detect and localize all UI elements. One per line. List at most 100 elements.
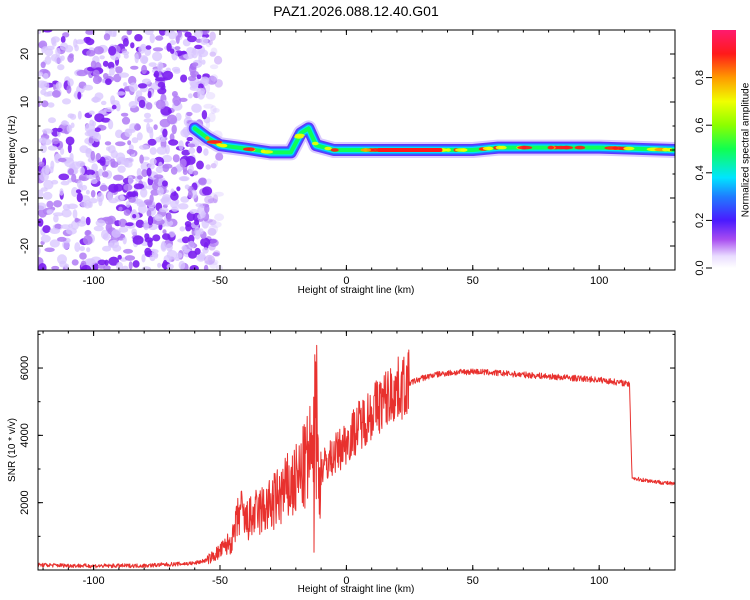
noise-blob	[209, 64, 219, 70]
noise-blob	[110, 161, 119, 168]
noise-blob	[81, 184, 88, 191]
ridge-peak	[376, 148, 443, 152]
noise-blob	[130, 65, 139, 70]
noise-blob	[176, 186, 181, 192]
noise-blob	[197, 83, 204, 89]
colorbar-tick-label: 0.8	[694, 70, 706, 85]
colorbar-tick-label: 0.0	[694, 260, 706, 275]
noise-blob	[204, 260, 215, 266]
noise-blob	[170, 48, 175, 54]
ridge-hotspot	[360, 148, 372, 152]
noise-blob	[127, 175, 134, 185]
noise-blob	[44, 55, 52, 65]
noise-blob	[83, 84, 94, 91]
ridge-hotspot	[460, 148, 467, 152]
noise-blob	[76, 192, 83, 203]
noise-blob	[86, 49, 96, 57]
noise-blob	[105, 78, 112, 85]
noise-blob	[132, 260, 140, 268]
noise-blob	[102, 60, 109, 67]
noise-blob	[166, 212, 172, 222]
noise-blob	[40, 144, 47, 154]
noise-blob	[210, 105, 217, 115]
noise-blob	[184, 31, 192, 38]
noise-blob	[147, 138, 157, 146]
ridge-hotspot	[495, 145, 504, 150]
noise-blob	[149, 33, 155, 44]
noise-blob	[56, 127, 63, 133]
x-tick-label: 0	[343, 275, 349, 287]
noise-blob	[191, 103, 202, 113]
noise-blob	[108, 46, 117, 56]
spectrogram-x-ticks: -100 -50 0 50 100	[42, 30, 676, 287]
noise-blob	[177, 203, 189, 210]
noise-blob	[84, 123, 96, 134]
noise-blob	[166, 243, 173, 252]
noise-blob	[209, 31, 216, 41]
noise-blob	[143, 222, 149, 231]
noise-blob	[132, 235, 144, 245]
noise-blob	[60, 121, 70, 126]
noise-blob	[74, 242, 81, 253]
noise-blob	[169, 40, 176, 46]
noise-blob	[186, 111, 193, 117]
noise-blob	[148, 62, 157, 67]
noise-blob	[149, 147, 157, 155]
noise-blob	[130, 42, 135, 49]
noise-blob	[42, 191, 53, 200]
noise-blob	[110, 150, 119, 159]
x-tick-label: -100	[83, 275, 105, 287]
noise-blob	[173, 99, 180, 107]
noise-blob	[124, 255, 136, 261]
noise-blob	[179, 226, 186, 232]
noise-blob	[145, 45, 152, 50]
noise-blob	[123, 183, 133, 191]
noise-blob	[57, 236, 67, 242]
noise-blob	[49, 239, 60, 248]
noise-blob	[155, 99, 166, 110]
noise-blob	[166, 114, 178, 125]
noise-blob	[205, 92, 216, 100]
noise-blob	[214, 79, 223, 88]
y-tick-label: 2000	[19, 490, 31, 514]
noise-blob	[144, 112, 151, 119]
noise-blob	[210, 74, 218, 82]
noise-blob	[123, 209, 131, 216]
noise-blob	[204, 195, 214, 204]
noise-blob	[92, 69, 100, 78]
noise-blob	[125, 222, 134, 227]
noise-blob	[210, 221, 222, 228]
noise-blob	[68, 168, 74, 176]
noise-blob	[202, 247, 209, 254]
noise-blob	[43, 179, 54, 190]
noise-blob	[209, 51, 217, 57]
noise-blob	[166, 263, 174, 270]
noise-blob	[201, 59, 206, 65]
noise-blob	[135, 219, 145, 228]
noise-blob	[114, 195, 126, 202]
noise-blob	[171, 91, 178, 97]
noise-blob	[74, 217, 79, 223]
noise-blob	[44, 247, 55, 253]
noise-blob	[85, 169, 96, 176]
spectrogram-y-label: Frequency (Hz)	[7, 116, 18, 185]
noise-blob	[85, 30, 95, 35]
noise-blob	[76, 180, 83, 189]
noise-blob	[188, 234, 195, 243]
noise-blob	[157, 81, 166, 88]
noise-blob	[146, 209, 152, 217]
noise-blob	[166, 42, 172, 52]
noise-blob	[141, 266, 151, 270]
noise-blob	[143, 199, 152, 205]
noise-blob	[50, 37, 57, 45]
noise-blob	[49, 166, 54, 174]
noise-blob	[136, 132, 143, 141]
noise-blob	[77, 110, 82, 120]
x-tick-label: -50	[212, 575, 228, 587]
noise-blob	[84, 258, 96, 265]
noise-blob	[46, 200, 54, 208]
noise-blob	[55, 81, 62, 90]
noise-blob	[60, 224, 71, 230]
noise-blob	[57, 254, 67, 265]
noise-blob	[147, 215, 154, 226]
